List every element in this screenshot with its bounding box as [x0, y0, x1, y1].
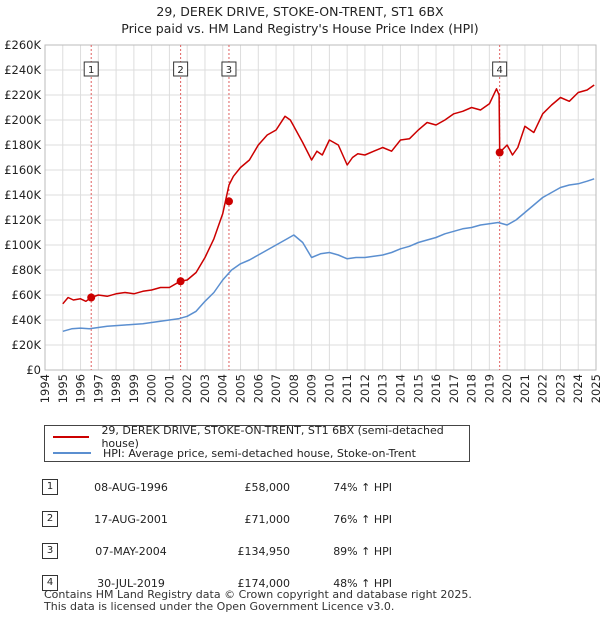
x-tick-label: 2015: [411, 374, 425, 403]
x-tick-label: 2000: [145, 374, 159, 403]
x-tick-label: 1999: [127, 374, 141, 403]
x-tick-label: 1994: [38, 374, 52, 403]
x-tick-label: 2002: [180, 374, 194, 403]
x-tick-label: 2003: [198, 374, 212, 403]
x-tick-label: 2016: [429, 374, 443, 403]
y-tick-label: £40K: [12, 313, 42, 327]
x-tick-label: 1997: [91, 374, 105, 403]
sale-price: £134,950: [237, 544, 291, 558]
sale-label-number: 1: [88, 65, 94, 76]
x-tick-label: 2011: [340, 374, 354, 403]
sale-label-number: 2: [177, 65, 183, 76]
legend-swatch-hpi: [53, 452, 91, 454]
x-tick-label: 2018: [465, 374, 479, 403]
sale-label-box: [173, 61, 189, 77]
sale-price: £174,000: [237, 576, 291, 590]
sale-label-box: [492, 61, 508, 77]
sale-label-number: 3: [226, 65, 232, 76]
y-tick-label: £120K: [4, 213, 41, 227]
y-tick-label: £80K: [12, 263, 42, 277]
x-tick-label: 2001: [162, 374, 176, 403]
legend-label-property: 29, DEREK DRIVE, STOKE-ON-TRENT, ST1 6BX…: [101, 424, 444, 450]
y-tick-label: £220K: [4, 88, 41, 102]
sale-date: 07-MAY-2004: [95, 544, 167, 558]
sale-number-badge: 1: [42, 479, 58, 495]
table-row: 3 07-MAY-2004 £134,950 89% ↑ HPI: [42, 535, 392, 567]
legend-item-hpi: HPI: Average price, semi-detached house,…: [53, 446, 416, 460]
y-tick-label: £260K: [4, 38, 41, 52]
sale-hpi-change: 74% ↑ HPI: [333, 480, 392, 494]
x-tick-label: 2004: [216, 374, 230, 403]
sale-point: [224, 197, 233, 206]
price-chart: £0 £20K £40K £60K £80K £100K £120K £140K £160K £1…: [4, 38, 600, 403]
x-tick-label: 2010: [322, 374, 336, 403]
y-tick-label: £160K: [4, 163, 41, 177]
sale-point: [87, 293, 96, 302]
sale-date: 17-AUG-2001: [94, 512, 168, 526]
table-row: 4 30-JUL-2019 £174,000 48% ↑ HPI: [42, 567, 392, 599]
y-tick-label: £140K: [4, 188, 41, 202]
footer-copyright: Contains HM Land Registry data © Crown c…: [44, 588, 472, 601]
sale-point: [495, 148, 504, 157]
x-tick-label: 2022: [536, 374, 550, 403]
x-tick-label: 2005: [234, 374, 248, 403]
legend-item-property: 29, DEREK DRIVE, STOKE-ON-TRENT, ST1 6BX…: [53, 424, 469, 450]
x-tick-label: 2020: [500, 374, 514, 403]
footer: Contains HM Land Registry data © Crown c…: [44, 589, 472, 613]
y-tick-label: £20K: [12, 338, 42, 352]
table-row: 2 17-AUG-2001 £71,000 76% ↑ HPI: [42, 503, 392, 535]
x-tick-label: 2009: [305, 374, 319, 403]
footer-licence: This data is licensed under the Open Gov…: [44, 600, 395, 613]
sale-date: 08-AUG-1996: [94, 480, 168, 494]
x-tick-label: 2012: [358, 374, 372, 403]
y-tick-label: £60K: [12, 288, 42, 302]
x-tick-label: 2014: [393, 374, 407, 403]
x-tick-label: 2019: [482, 374, 496, 403]
sale-point: [176, 277, 185, 286]
chart-subtitle: Price paid vs. HM Land Registry's House …: [121, 21, 479, 36]
sale-label-box: [221, 61, 237, 77]
sale-number-badge: 2: [42, 511, 58, 527]
x-tick-label: 2025: [589, 374, 600, 403]
sale-hpi-change: 76% ↑ HPI: [333, 512, 392, 526]
x-tick-label: 2013: [376, 374, 390, 403]
sale-label-box: [83, 61, 99, 77]
y-tick-label: £100K: [4, 238, 41, 252]
sale-hpi-change: 89% ↑ HPI: [333, 544, 392, 558]
x-tick-label: 2023: [553, 374, 567, 403]
hpi-line: [62, 178, 595, 333]
x-tick-label: 1996: [74, 374, 88, 403]
legend-swatch-property: [53, 436, 90, 438]
sale-number-badge: 3: [42, 543, 58, 559]
x-tick-label: 2017: [447, 374, 461, 403]
chart-title: 29, DEREK DRIVE, STOKE-ON-TRENT, ST1 6BX: [156, 4, 444, 19]
table-row: 1 08-AUG-1996 £58,000 74% ↑ HPI: [42, 471, 392, 503]
y-tick-label: £180K: [4, 138, 41, 152]
sale-number-badge: 4: [42, 575, 58, 591]
sale-price: £58,000: [244, 480, 291, 494]
legend: 29, DEREK DRIVE, STOKE-ON-TRENT, ST1 6BX…: [44, 424, 470, 462]
sale-date: 30-JUL-2019: [97, 576, 165, 590]
x-tick-label: 2006: [251, 374, 265, 403]
sales-table: 1 08-AUG-1996 £58,000 74% ↑ HPI 2 17-AUG-2001…: [42, 471, 392, 599]
y-tick-label: £200K: [4, 113, 41, 127]
x-tick-label: 2021: [518, 374, 532, 403]
x-tick-label: 1998: [109, 374, 123, 403]
y-tick-label: £0: [26, 363, 41, 377]
sale-label-number: 4: [496, 65, 502, 76]
sale-price: £71,000: [244, 512, 291, 526]
x-tick-label: 2024: [571, 374, 585, 403]
x-tick-label: 1995: [56, 374, 70, 403]
property-price-line: [62, 84, 595, 305]
legend-label-hpi: HPI: Average price, semi-detached house,…: [103, 446, 416, 460]
y-tick-label: £240K: [4, 63, 41, 77]
plot-frame: [44, 44, 597, 371]
x-tick-label: 2007: [269, 374, 283, 403]
x-tick-label: 2008: [287, 374, 301, 403]
sale-hpi-change: 48% ↑ HPI: [333, 576, 392, 590]
